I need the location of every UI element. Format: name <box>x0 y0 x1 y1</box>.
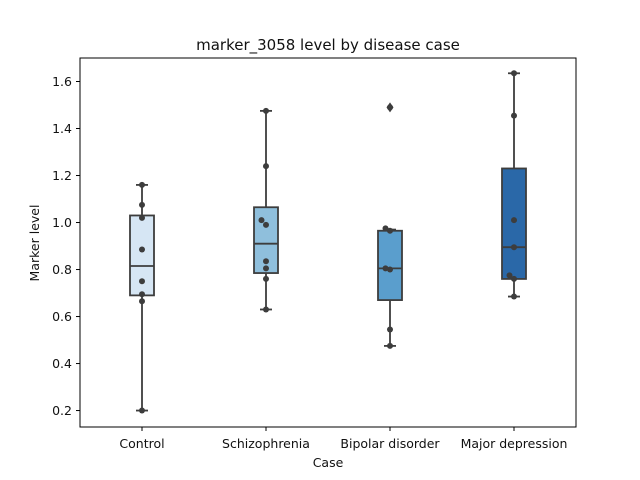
data-point <box>139 298 145 305</box>
data-point <box>511 293 517 300</box>
y-tick-label: 1.4 <box>52 121 72 136</box>
data-point <box>139 291 145 298</box>
data-point <box>139 201 145 208</box>
box-group-3 <box>501 70 527 300</box>
data-point <box>511 112 517 119</box>
x-tick-label: Control <box>119 436 164 451</box>
data-point <box>387 342 393 349</box>
box-iqr <box>501 167 527 280</box>
data-point <box>382 265 389 272</box>
plot-frame <box>79 57 577 428</box>
data-point <box>511 244 517 251</box>
x-axis-label: Case <box>313 455 344 470</box>
data-point <box>263 163 269 170</box>
y-tick-label: 0.6 <box>52 309 72 324</box>
data-point <box>511 70 517 77</box>
y-tick-label: 0.8 <box>52 262 72 277</box>
data-point <box>139 407 145 414</box>
plot-area <box>129 70 527 414</box>
x-tick-label: Major depression <box>461 436 568 451</box>
data-point <box>263 258 269 265</box>
data-point <box>263 275 269 282</box>
data-point <box>139 214 145 221</box>
axes: 0.2 0.4 0.6 0.8 1.0 1.2 1.4 1.6 Control Schizophr… <box>52 57 577 451</box>
data-point <box>387 266 393 273</box>
data-point <box>139 181 145 188</box>
box-group-0 <box>129 181 155 414</box>
data-point <box>263 306 269 313</box>
box-iqr <box>377 229 403 301</box>
data-point <box>139 278 145 285</box>
data-point <box>382 225 389 232</box>
x-tick-label: Schizophrenia <box>222 436 310 451</box>
x-tick-label: Bipolar disorder <box>340 436 440 451</box>
data-point <box>506 272 513 279</box>
y-axis-label: Marker level <box>27 205 42 282</box>
y-tick-label: 1.0 <box>52 215 72 230</box>
data-point <box>263 265 269 272</box>
data-point <box>511 217 517 224</box>
data-point <box>263 107 269 114</box>
data-point <box>139 246 145 253</box>
data-point <box>258 217 265 224</box>
chart-title: marker_3058 level by disease case <box>196 36 460 55</box>
box-group-1 <box>253 107 279 313</box>
y-tick-label: 0.4 <box>52 356 72 371</box>
box-group-2 <box>377 102 403 349</box>
data-point <box>387 104 393 111</box>
y-tick-label: 1.2 <box>52 168 72 183</box>
data-point <box>387 326 393 333</box>
data-point <box>511 275 517 282</box>
data-point <box>387 227 393 234</box>
data-point <box>263 221 269 228</box>
y-tick-label: 1.6 <box>52 74 72 89</box>
y-tick-label: 0.2 <box>52 403 72 418</box>
box-iqr <box>253 206 279 274</box>
